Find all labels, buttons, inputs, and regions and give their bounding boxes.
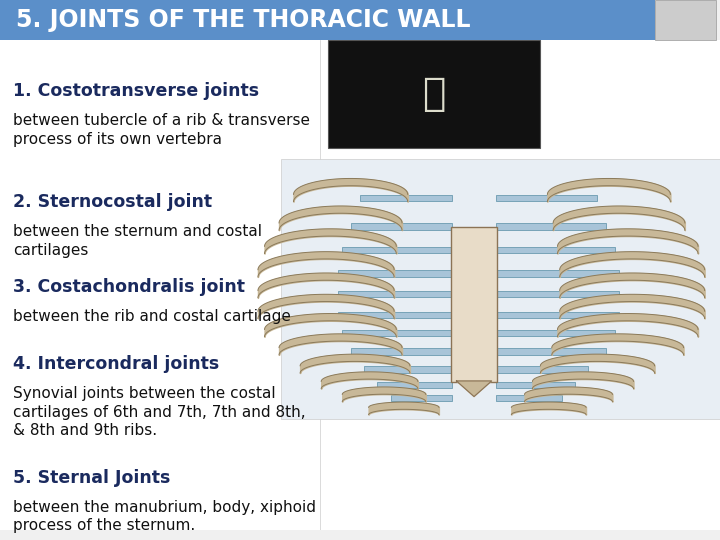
FancyBboxPatch shape xyxy=(338,312,452,318)
Text: between the sternum and costal
cartilages: between the sternum and costal cartilage… xyxy=(13,224,262,258)
FancyBboxPatch shape xyxy=(377,382,452,388)
Text: 5. JOINTS OF THE THORACIC WALL: 5. JOINTS OF THE THORACIC WALL xyxy=(16,8,470,32)
Polygon shape xyxy=(456,381,492,396)
FancyBboxPatch shape xyxy=(0,0,655,40)
FancyBboxPatch shape xyxy=(0,40,720,530)
Text: 2. Sternocostal joint: 2. Sternocostal joint xyxy=(13,193,212,212)
FancyBboxPatch shape xyxy=(496,348,606,355)
FancyBboxPatch shape xyxy=(496,382,575,388)
FancyBboxPatch shape xyxy=(496,291,619,298)
Text: 5. Sternal Joints: 5. Sternal Joints xyxy=(13,469,171,487)
FancyBboxPatch shape xyxy=(360,194,452,201)
Text: 4. Intercondral joints: 4. Intercondral joints xyxy=(13,355,219,373)
FancyBboxPatch shape xyxy=(338,291,452,298)
FancyBboxPatch shape xyxy=(364,366,452,373)
FancyBboxPatch shape xyxy=(342,247,452,253)
Text: between the manubrium, body, xiphoid
process of the sternum.: between the manubrium, body, xiphoid pro… xyxy=(13,500,316,534)
FancyBboxPatch shape xyxy=(496,312,619,318)
FancyBboxPatch shape xyxy=(351,223,452,230)
FancyBboxPatch shape xyxy=(342,330,452,336)
FancyBboxPatch shape xyxy=(351,348,452,355)
FancyBboxPatch shape xyxy=(281,159,720,419)
Text: between the rib and costal cartilage: between the rib and costal cartilage xyxy=(13,309,291,324)
FancyBboxPatch shape xyxy=(496,395,562,401)
FancyBboxPatch shape xyxy=(496,194,597,201)
FancyBboxPatch shape xyxy=(496,366,588,373)
FancyBboxPatch shape xyxy=(496,270,619,276)
FancyBboxPatch shape xyxy=(328,40,540,148)
FancyBboxPatch shape xyxy=(451,227,498,382)
FancyBboxPatch shape xyxy=(496,247,615,253)
Text: 1. Costotransverse joints: 1. Costotransverse joints xyxy=(13,82,259,100)
FancyBboxPatch shape xyxy=(655,0,716,40)
Text: between tubercle of a rib & transverse
process of its own vertebra: between tubercle of a rib & transverse p… xyxy=(13,113,310,146)
FancyBboxPatch shape xyxy=(390,395,452,401)
Text: 3. Costachondralis joint: 3. Costachondralis joint xyxy=(13,278,245,296)
FancyBboxPatch shape xyxy=(496,223,606,230)
Text: Synovial joints between the costal
cartilages of 6th and 7th, 7th and 8th,
& 8th: Synovial joints between the costal carti… xyxy=(13,386,305,438)
Text: 🦴: 🦴 xyxy=(422,75,446,113)
FancyBboxPatch shape xyxy=(496,330,615,336)
FancyBboxPatch shape xyxy=(338,270,452,276)
